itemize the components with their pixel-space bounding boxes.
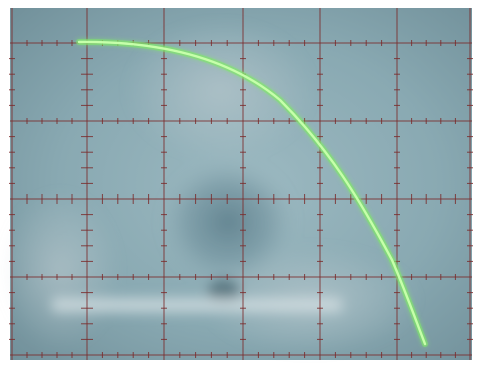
- camera-lens-reflection: [160, 158, 296, 286]
- scope-trace: [77, 40, 427, 346]
- hand-reflection-upper: [125, 20, 315, 160]
- hand-reflection-left: [0, 190, 120, 350]
- graticule-grid: [9, 8, 473, 360]
- ruler-reflection: [52, 298, 342, 312]
